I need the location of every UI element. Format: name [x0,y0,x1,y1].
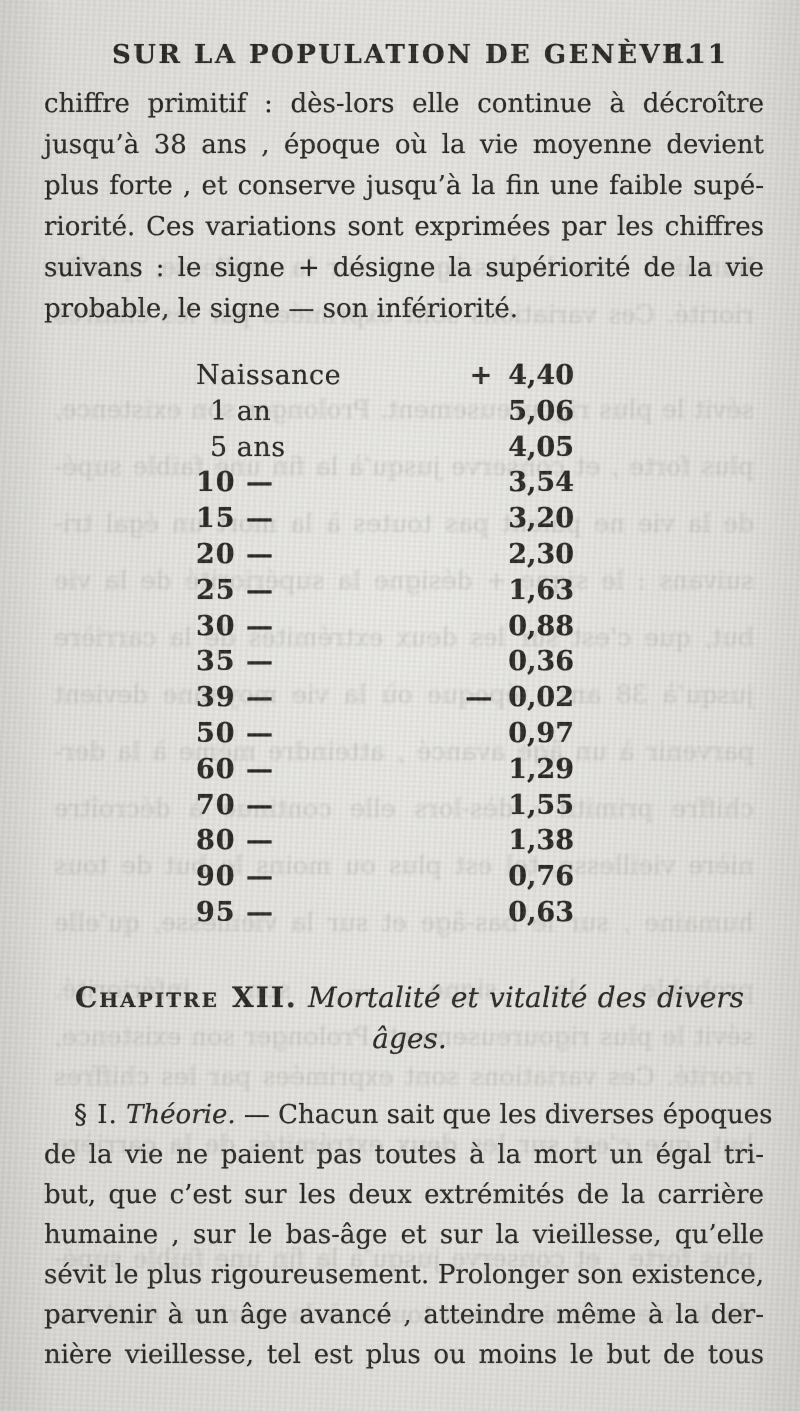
life-probability-table: Naissance +4,40 1 an 5,06 5 ans 4,05 10 … [196,358,574,931]
table-value-cell: 0,36 [396,644,574,680]
table-value: 3,54 [508,467,574,499]
table-row: 20 — 2,30 [196,537,574,573]
table-age-label: 50 — [196,717,274,749]
table-age-label: 25 — [196,574,274,606]
table-row: 15 — 3,20 [196,501,574,537]
section-title: Théorie. [126,1099,236,1130]
table-age-label: 90 — [196,861,274,893]
table-row: 60 — 1,29 [196,752,574,788]
table-row: 70 — 1,55 [196,788,574,824]
text-line: humaine , sur le bas-âge et sur la vieil… [44,1219,764,1250]
text-line: riorité. Ces variations sont exprimées p… [44,212,764,242]
table-value-cell: 0,88 [396,609,574,645]
table-age-label: 39 — [196,682,274,714]
table-age-label: 95 — [196,896,274,928]
table-value: 5,06 [508,395,574,427]
table-value: 0,76 [508,861,574,893]
table-row: 90 — 0,76 [196,859,574,895]
table-value: 0,02 [508,682,574,714]
table-row: 5 ans 4,05 [196,430,574,466]
table-row: 95 — 0,63 [196,895,574,931]
table-age-label: 1 an [210,395,272,427]
table-value-cell: 1,29 [396,752,574,788]
table-age-label: 35 — [196,646,274,678]
table-value-cell: 5,06 [396,394,574,430]
chapter-label: Chapitre XII. [75,980,298,1014]
table-row: 30 — 0,88 [196,609,574,645]
page-header: SUR LA POPULATION DE GENÈVE. 111 [44,40,764,70]
text-line: sévit le plus rigoureusement. Prolonger … [44,1259,764,1290]
table-value: 0,88 [508,610,574,642]
text-line: chiffre primitif : dès-lors elle continu… [44,89,764,119]
table-row: 35 — 0,36 [196,644,574,680]
table-row: 50 — 0,97 [196,716,574,752]
text-line: § I. Théorie. — Chacun sait que les dive… [44,1095,772,1135]
text-line: suivans : le signe + désigne la supérior… [44,253,764,283]
table-value: 2,30 [508,538,574,570]
table-value: 4,40 [508,360,574,391]
running-title: SUR LA POPULATION DE GENÈVE. [111,40,697,70]
chapter-heading-line: Chapitre XII. Mortalité et vitalité des … [75,981,744,1015]
table-age-label: 30 — [196,610,274,642]
text-line: parvenir à un âge avancé , atteindre mêm… [44,1299,764,1330]
table-age-label: 20 — [196,538,274,570]
table-value-cell: 0,97 [396,716,574,752]
table-age-label: 80 — [196,825,274,857]
intro-paragraph: chiffre primitif : dès-lors elle continu… [44,84,764,330]
table-value-cell: 3,54 [396,465,574,501]
table-value: 4,05 [508,431,574,463]
text-line: probable, le signe — son infériorité. [44,294,518,324]
text-line: de la vie ne paient pas toutes à la mort… [44,1139,764,1170]
section-label: § I. [74,1099,118,1130]
table-row: 25 — 1,63 [196,573,574,609]
table-value: 1,63 [508,574,574,606]
table-age-label: 5 ans [210,431,286,463]
table-value: 0,36 [508,646,574,678]
table-value: 1,29 [508,753,574,785]
page-number: 111 [667,40,728,70]
table-age-label: 10 — [196,467,274,499]
table-value: 0,97 [508,717,574,749]
text-line: but, que c’est sur les deux extrémités d… [44,1179,764,1210]
table-value-cell: 2,30 [396,537,574,573]
table-row: 1 an 5,06 [196,394,574,430]
table-value: 0,63 [508,896,574,928]
text-line: jusqu’à 38 ans , époque où la vie moyenn… [44,130,764,160]
table-row: 10 — 3,54 [196,465,574,501]
table-value-cell: — 0,02 [396,680,574,716]
table-age-label: Naissance [196,360,342,391]
table-row: Naissance +4,40 [196,358,574,394]
table-sign: — [465,682,493,714]
table-value: 1,55 [508,789,574,821]
table-age-label: 15 — [196,503,274,535]
table-value-cell: 4,05 [396,430,574,466]
page-content: SUR LA POPULATION DE GENÈVE. 111 chiffre… [44,40,772,1375]
chapter-title: Mortalité et vitalité des divers [307,980,744,1014]
text-run: — Chacun sait que les diverses époques [243,1099,773,1130]
text-line: plus forte , et conserve jusqu’à la fin … [44,171,764,201]
chapter-title-continued: âges. [372,1021,447,1055]
table-age-label: 60 — [196,753,274,785]
table-value-cell: 1,38 [396,823,574,859]
table-value: 3,20 [508,503,574,535]
table-sign: + [469,360,493,391]
section-paragraph: § I. Théorie. — Chacun sait que les dive… [44,1095,772,1375]
table-row: 80 — 1,38 [196,823,574,859]
text-line: nière vieillesse, tel est plus ou moins … [44,1339,764,1370]
table-value-cell: 1,55 [396,788,574,824]
table-value-cell: 0,63 [396,895,574,931]
chapter-heading: Chapitre XII. Mortalité et vitalité des … [75,981,744,1059]
table-age-label: 70 — [196,789,274,821]
table-value-cell: 1,63 [396,573,574,609]
table-value: 1,38 [508,825,574,857]
table-value-cell: +4,40 [396,358,574,394]
table-value-cell: 0,76 [396,859,574,895]
table-value-cell: 3,20 [396,501,574,537]
table-row: 39 — — 0,02 [196,680,574,716]
